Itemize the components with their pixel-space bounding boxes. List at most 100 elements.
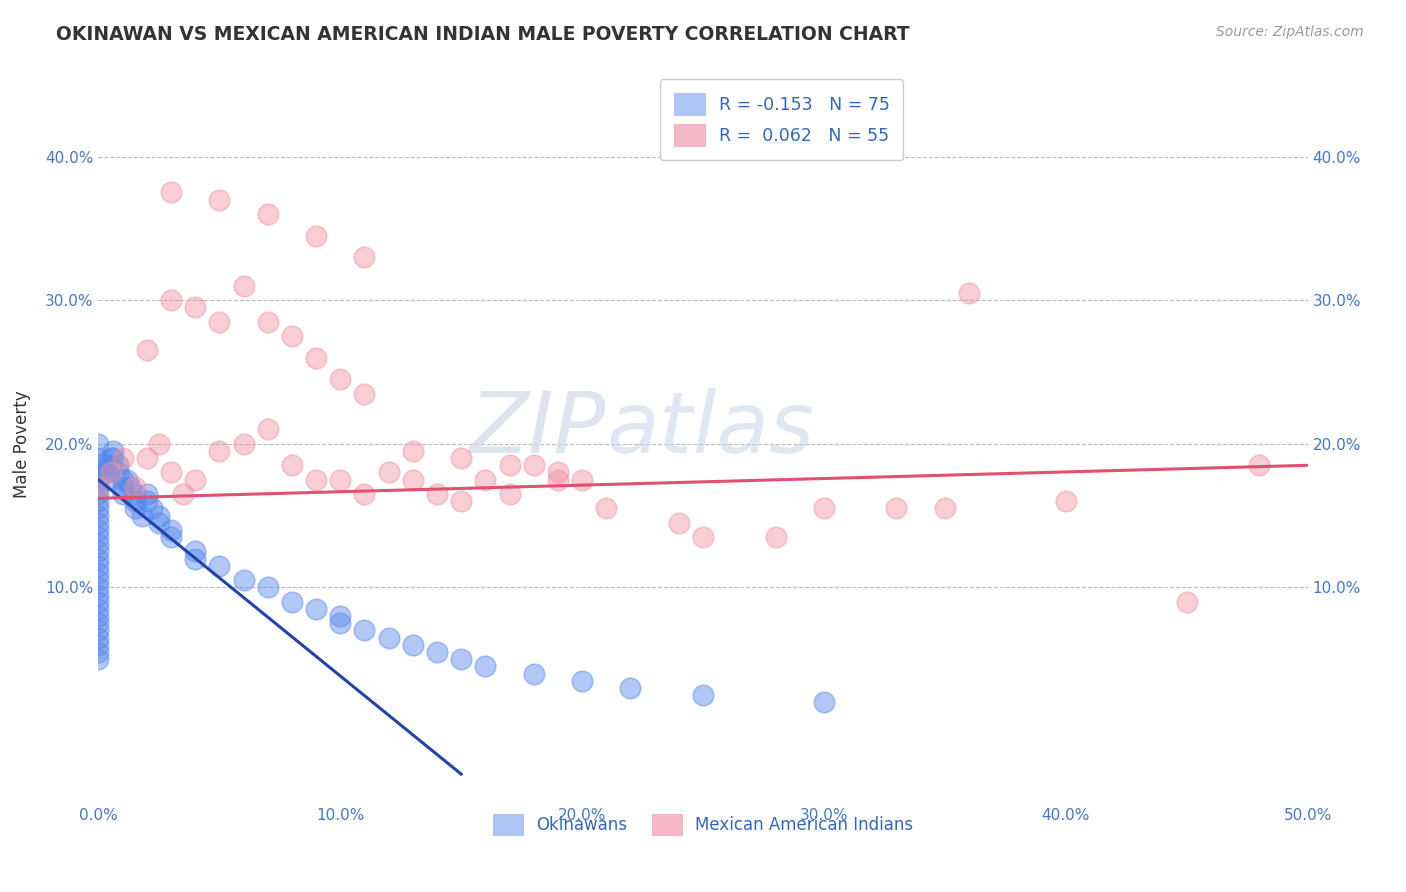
Point <box>111 451 134 466</box>
Point <box>305 228 328 243</box>
Point <box>172 487 194 501</box>
Point <box>232 436 254 450</box>
Point <box>124 501 146 516</box>
Point <box>87 537 110 551</box>
Point <box>329 609 352 624</box>
Point <box>353 386 375 401</box>
Point <box>765 530 787 544</box>
Point <box>101 444 124 458</box>
Point <box>377 631 399 645</box>
Point <box>547 466 569 480</box>
Point <box>256 581 278 595</box>
Point <box>208 193 231 207</box>
Point <box>141 501 163 516</box>
Point <box>692 688 714 702</box>
Point <box>87 480 110 494</box>
Point <box>100 458 122 473</box>
Point <box>474 473 496 487</box>
Point <box>100 451 122 466</box>
Point <box>87 595 110 609</box>
Point <box>886 501 908 516</box>
Point <box>87 652 110 666</box>
Point <box>87 551 110 566</box>
Point <box>523 458 546 473</box>
Point <box>87 609 110 624</box>
Point <box>111 487 134 501</box>
Point <box>184 473 207 487</box>
Point <box>160 530 183 544</box>
Point <box>87 631 110 645</box>
Point <box>232 573 254 587</box>
Point <box>281 595 304 609</box>
Point <box>87 523 110 537</box>
Point <box>208 315 231 329</box>
Point <box>107 458 129 473</box>
Text: ZIP: ZIP <box>470 388 606 471</box>
Point <box>256 422 278 436</box>
Point <box>135 343 157 358</box>
Point <box>1249 458 1271 473</box>
Point <box>94 458 117 473</box>
Point <box>402 473 425 487</box>
Point <box>305 351 328 365</box>
Point <box>87 566 110 580</box>
Point <box>184 301 207 315</box>
Text: OKINAWAN VS MEXICAN AMERICAN INDIAN MALE POVERTY CORRELATION CHART: OKINAWAN VS MEXICAN AMERICAN INDIAN MALE… <box>56 25 910 44</box>
Point <box>87 508 110 523</box>
Point <box>692 530 714 544</box>
Point <box>135 451 157 466</box>
Text: atlas: atlas <box>606 388 814 471</box>
Point <box>160 293 183 307</box>
Point <box>184 551 207 566</box>
Point <box>353 487 375 501</box>
Point <box>329 616 352 631</box>
Point <box>813 695 835 709</box>
Point <box>523 666 546 681</box>
Point <box>208 558 231 573</box>
Point <box>329 372 352 386</box>
Point <box>87 487 110 501</box>
Point <box>87 530 110 544</box>
Point <box>87 638 110 652</box>
Point <box>160 466 183 480</box>
Point <box>94 466 117 480</box>
Point <box>450 494 472 508</box>
Point <box>1054 494 1077 508</box>
Point <box>87 516 110 530</box>
Point <box>426 487 449 501</box>
Point <box>353 624 375 638</box>
Point <box>87 466 110 480</box>
Point <box>135 487 157 501</box>
Point <box>571 473 593 487</box>
Text: Source: ZipAtlas.com: Source: ZipAtlas.com <box>1216 25 1364 39</box>
Point <box>813 501 835 516</box>
Point <box>107 466 129 480</box>
Point <box>402 638 425 652</box>
Point <box>160 186 183 200</box>
Point <box>208 444 231 458</box>
Point <box>87 602 110 616</box>
Point <box>87 588 110 602</box>
Point <box>87 501 110 516</box>
Point <box>957 285 980 300</box>
Point <box>87 581 110 595</box>
Point <box>87 645 110 659</box>
Point <box>1175 595 1198 609</box>
Point <box>305 602 328 616</box>
Point <box>131 508 153 523</box>
Point <box>402 444 425 458</box>
Point <box>124 487 146 501</box>
Point <box>87 616 110 631</box>
Point <box>148 436 170 450</box>
Point <box>256 315 278 329</box>
Point <box>160 523 183 537</box>
Point <box>619 681 641 695</box>
Point <box>87 473 110 487</box>
Point <box>571 673 593 688</box>
Point <box>474 659 496 673</box>
Point <box>498 487 520 501</box>
Point <box>100 466 122 480</box>
Point <box>668 516 690 530</box>
Point <box>87 544 110 558</box>
Point <box>124 494 146 508</box>
